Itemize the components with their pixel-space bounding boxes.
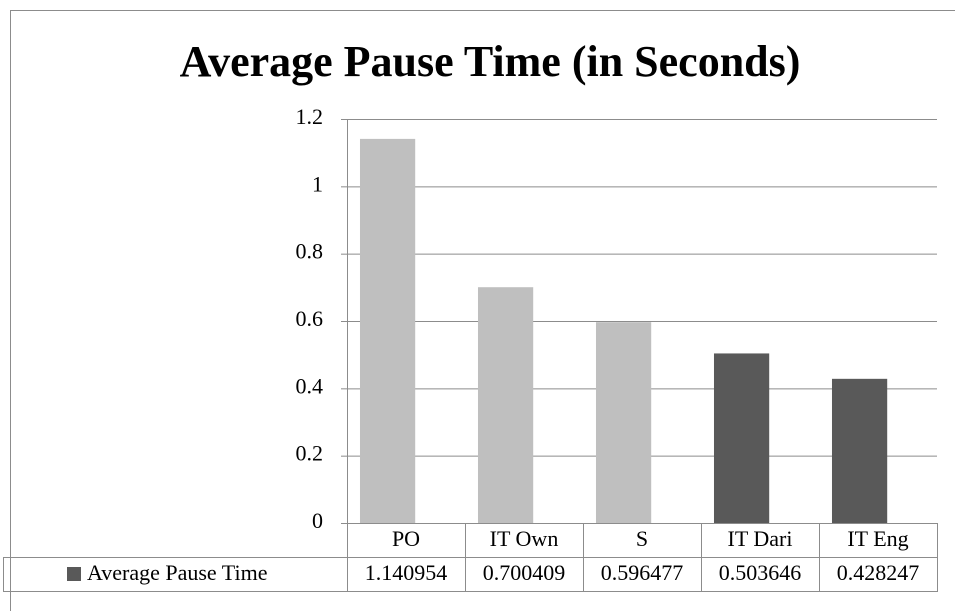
legend-label: Average Pause Time (87, 560, 267, 585)
y-tick-label: 0.2 (296, 441, 324, 466)
table-value: 0.700409 (483, 560, 566, 585)
bar (477, 287, 534, 523)
x-tick-label: IT Own (490, 526, 559, 551)
y-tick-label: 0 (312, 508, 323, 533)
x-tick-label: IT Eng (847, 526, 908, 551)
table-cell (3, 557, 348, 592)
table-value: 0.596477 (601, 560, 684, 585)
x-tick-label: S (636, 526, 648, 551)
table-value: 0.428247 (837, 560, 920, 585)
y-tick-label: 0.8 (296, 239, 324, 264)
bar (359, 138, 416, 523)
table-value: 1.140954 (365, 560, 448, 585)
y-tick-label: 0.6 (296, 306, 324, 331)
y-tick-label: 1.2 (296, 104, 324, 129)
y-tick-label: 1 (312, 171, 323, 196)
bar (595, 322, 652, 523)
chart-title: Average Pause Time (in Seconds) (180, 37, 801, 86)
x-tick-label: PO (392, 526, 420, 551)
legend-key (67, 567, 81, 581)
x-tick-label: IT Dari (728, 526, 793, 551)
table-cell (819, 557, 938, 592)
table-value: 0.503646 (719, 560, 802, 585)
y-tick-label: 0.4 (296, 373, 324, 398)
bar (831, 378, 888, 523)
bar (713, 353, 770, 523)
